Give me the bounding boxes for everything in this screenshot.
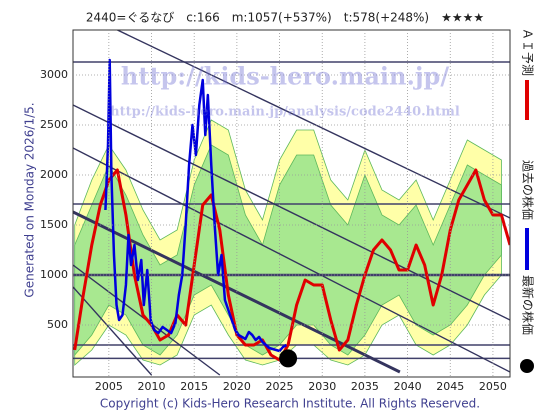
x-tick-label: 2010 xyxy=(138,380,166,393)
y-tick-label: 1500 xyxy=(40,218,68,231)
x-tick-label: 2035 xyxy=(351,380,379,393)
x-tick-label: 2040 xyxy=(394,380,422,393)
watermark: http://kids-hero.main.jp/ xyxy=(121,62,449,91)
latest-price xyxy=(279,349,298,368)
trend-line xyxy=(73,104,510,321)
watermark: http://kids-hero.main.jp/analysis/code24… xyxy=(110,105,460,120)
trend-line xyxy=(73,286,153,376)
x-tick-label: 2025 xyxy=(266,380,294,393)
legend-label: 過去の株価 xyxy=(521,160,536,220)
y-tick-label: 1000 xyxy=(40,268,68,281)
price-line xyxy=(104,58,288,353)
generated-note: Generated on Monday 2026/1/5. xyxy=(23,102,37,297)
plot-area xyxy=(73,30,510,376)
trend-line xyxy=(73,147,510,373)
y-tick-label: 3000 xyxy=(40,68,68,81)
x-tick-label: 2020 xyxy=(223,380,251,393)
plot-frame xyxy=(72,29,511,378)
x-tick-label: 2015 xyxy=(180,380,208,393)
chart-title: 2440=ぐるなび c:166 m:1057(+537%) t:578(+248… xyxy=(86,11,484,25)
y-tick-label: 2500 xyxy=(40,118,68,131)
forecast-band xyxy=(74,144,502,357)
legend-swatch xyxy=(520,359,534,373)
legend-label: 最新の株価 xyxy=(521,275,536,335)
copyright: Copyright (c) Kids-Hero Research Institu… xyxy=(100,397,480,411)
y-tick-label: 500 xyxy=(47,318,68,331)
legend-label: ＡＩ予測 xyxy=(521,28,535,76)
x-tick-label: 2005 xyxy=(95,380,123,393)
x-tick-label: 2045 xyxy=(436,380,464,393)
x-tick-label: 2030 xyxy=(308,380,336,393)
trend-line xyxy=(117,30,510,219)
y-tick-label: 2000 xyxy=(40,168,68,181)
x-tick-label: 2050 xyxy=(479,380,507,393)
